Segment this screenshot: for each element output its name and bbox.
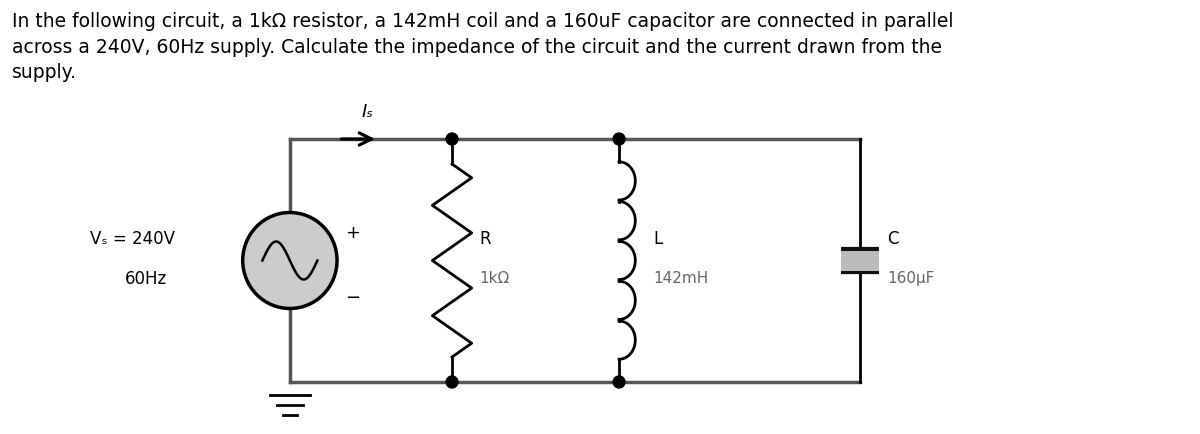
Circle shape <box>446 133 458 145</box>
Circle shape <box>613 133 625 145</box>
Text: −: − <box>344 289 360 308</box>
Text: +: + <box>344 224 360 241</box>
Circle shape <box>446 376 458 388</box>
Text: 160μF: 160μF <box>887 271 935 286</box>
Text: 142mH: 142mH <box>654 271 709 286</box>
Bar <box>841 250 878 270</box>
Text: 60Hz: 60Hz <box>125 270 167 287</box>
Text: 1kΩ: 1kΩ <box>480 271 510 286</box>
Text: L: L <box>654 230 662 247</box>
Text: C: C <box>887 230 899 247</box>
Text: Vₛ = 240V: Vₛ = 240V <box>90 230 175 247</box>
Circle shape <box>242 213 337 309</box>
Circle shape <box>613 376 625 388</box>
Text: Iₛ: Iₛ <box>362 103 374 121</box>
Text: In the following circuit, a 1kΩ resistor, a 142mH coil and a 160uF capacitor are: In the following circuit, a 1kΩ resistor… <box>12 12 953 82</box>
Text: R: R <box>480 230 491 247</box>
